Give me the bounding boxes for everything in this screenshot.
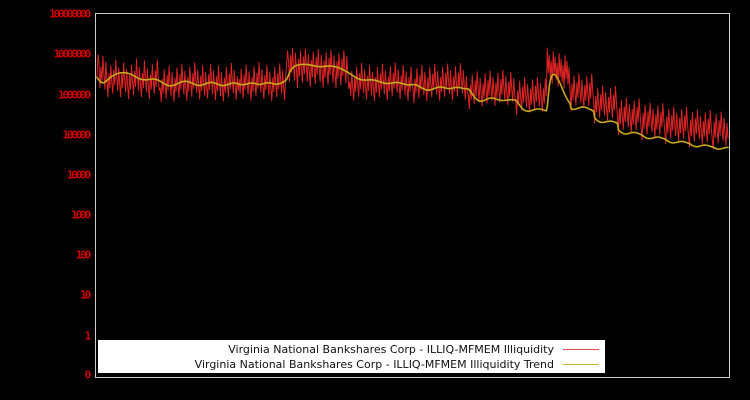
legend-swatch-illiquidity [563,348,599,350]
legend-entry-illiquidity: Virginia National Bankshares Corp - ILLI… [98,341,605,357]
chart-legend: Virginia National Bankshares Corp - ILLI… [98,340,605,373]
plot-frame [95,13,730,378]
y-tick-label: 10000000 [53,47,92,61]
legend-label-illiquidity: Virginia National Bankshares Corp - ILLI… [228,342,554,356]
series-layer [96,47,729,150]
y-tick-label: 1000 [71,208,91,222]
y-tick-label: 0 [84,368,92,382]
y-tick-label: 100 [75,248,92,262]
legend-label-illiquidity-trend: Virginia National Bankshares Corp - ILLI… [194,357,554,371]
y-tick-label: 1 [84,329,92,343]
y-tick-label: 10 [80,288,91,302]
y-tick-label: 10000 [66,168,91,182]
y-tick-label: 1000000 [58,88,91,102]
legend-entry-illiquidity-trend: Virginia National Bankshares Corp - ILLI… [98,356,605,372]
series-line-illiquidity [96,47,729,150]
y-tick-label: 100000 [62,128,91,142]
series-line-illiquidity-trend [96,63,729,150]
legend-swatch-illiquidity-trend [563,363,599,365]
y-tick-label: 100000000 [49,7,91,21]
